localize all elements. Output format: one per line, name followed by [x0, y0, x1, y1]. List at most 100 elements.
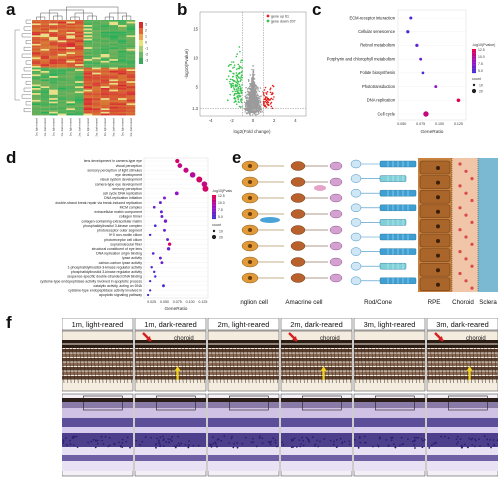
heatmap-cell [100, 31, 110, 34]
colorbar-tick: 10.0 [478, 55, 485, 59]
heatmap-cell [32, 79, 41, 82]
heatmap-cell [32, 71, 41, 73]
choroid-vessel [470, 220, 474, 224]
heatmap-cell [83, 96, 93, 99]
heatmap-cell [118, 81, 127, 84]
heatmap-cell [66, 105, 75, 107]
heatmap-cell [109, 45, 118, 48]
heatmap-cell [118, 91, 127, 94]
colorbar-segment [472, 49, 476, 51]
heatmap-cell [32, 77, 41, 80]
dendrogram-branch [21, 74, 31, 78]
pigment-band [208, 376, 279, 380]
pigment-band [208, 371, 279, 375]
volcano-point-down [229, 78, 232, 81]
nucleus-dot [428, 447, 431, 449]
heatmap-cell [75, 40, 84, 43]
cell-streak [107, 347, 111, 384]
volcano-point-ns [252, 76, 254, 78]
heatmap-cell [92, 69, 101, 72]
heatmap-cell [66, 47, 75, 50]
heatmap-cell [49, 54, 58, 56]
size-legend-dot [471, 88, 477, 94]
heatmap-cell [57, 74, 67, 77]
heatmap-cell [32, 81, 41, 84]
nucleus-dot [157, 441, 160, 443]
cell-streak [444, 347, 447, 384]
nucleus-dot [411, 440, 414, 443]
nucleus-dot [417, 436, 420, 439]
cell-streak [173, 347, 177, 384]
go-xtick: 0.125 [198, 300, 207, 304]
heatmap-column-label: 3m, light-reared [120, 117, 124, 136]
heatmap-cell [49, 77, 58, 80]
volcano-point-ns [253, 86, 255, 89]
nucleus-dot [220, 439, 223, 442]
heatmap-cell [75, 76, 84, 78]
heatmap-cell [75, 57, 84, 60]
heatmap-cell [75, 71, 84, 73]
heatmap-cell [109, 91, 118, 94]
heatmap-cell [83, 25, 93, 27]
heatmap-cell [118, 37, 127, 39]
volcano-point-ns [246, 102, 248, 104]
retina-layer-band [427, 418, 498, 427]
heatmap-cell [100, 28, 110, 31]
volcano-point-ns [252, 101, 255, 103]
heatmap-cell [40, 94, 50, 97]
cell-streak [111, 347, 114, 384]
volcano-point-down [228, 80, 231, 83]
volcano-point-ns [260, 95, 262, 97]
heatmap-cell [57, 50, 67, 53]
colorbar-segment [472, 56, 476, 58]
nucleus-dot [214, 441, 217, 444]
heatmap-cell [66, 88, 75, 90]
heatmap-cell [126, 91, 136, 94]
volcano-point-ns [251, 68, 253, 71]
nucleus-dot [95, 439, 97, 442]
nucleus-dot [274, 441, 277, 444]
volcano-point-down [240, 98, 243, 101]
nucleus-dot [434, 441, 437, 444]
cell-streak [472, 347, 476, 384]
panel-letter-b: b [177, 0, 188, 19]
retina-layer-band [135, 408, 206, 418]
choroid-vessel [458, 228, 462, 232]
volcano-point-ns [252, 94, 254, 96]
heatmap-cell [83, 55, 93, 58]
nucleus-dot [387, 445, 390, 447]
go-dot [177, 163, 183, 168]
dendrogram-branch [66, 6, 119, 20]
nucleus-dot [390, 436, 393, 439]
heatmap-cell [126, 99, 136, 102]
nucleus-dot [188, 443, 190, 446]
choroid-vessel [458, 184, 462, 188]
volcano-point-ns [254, 110, 256, 113]
volcano-point-up [264, 100, 267, 103]
volcano-point-ns [258, 97, 260, 99]
pigment-band [208, 344, 279, 348]
heatmap-cell [49, 52, 58, 55]
volcano-point-ns [260, 107, 262, 109]
heatmap-cell [40, 31, 50, 34]
heatmap-cell [126, 111, 136, 114]
retina-layer-band [427, 398, 498, 402]
nucleus-dot [241, 442, 244, 445]
heatmap-cell [100, 94, 110, 97]
colorbar-tick: 10.0 [218, 201, 225, 205]
cell-streak [145, 347, 148, 384]
nucleus-dot [187, 446, 190, 449]
heatmap-cell [109, 26, 118, 29]
heatmap-cell [83, 106, 93, 109]
heatmap-cell [109, 67, 118, 70]
go-dot [163, 219, 168, 223]
volcano-point-ns [244, 111, 246, 113]
go-term-label: carbon-carbon lyase activity [99, 261, 143, 265]
kegg-dot [415, 43, 419, 48]
heatmap-cell [126, 71, 136, 73]
heatmap-cell [32, 52, 41, 55]
heatmap-cell [66, 33, 75, 36]
heatmap-cell [32, 30, 41, 33]
nucleus-dot [413, 436, 416, 439]
